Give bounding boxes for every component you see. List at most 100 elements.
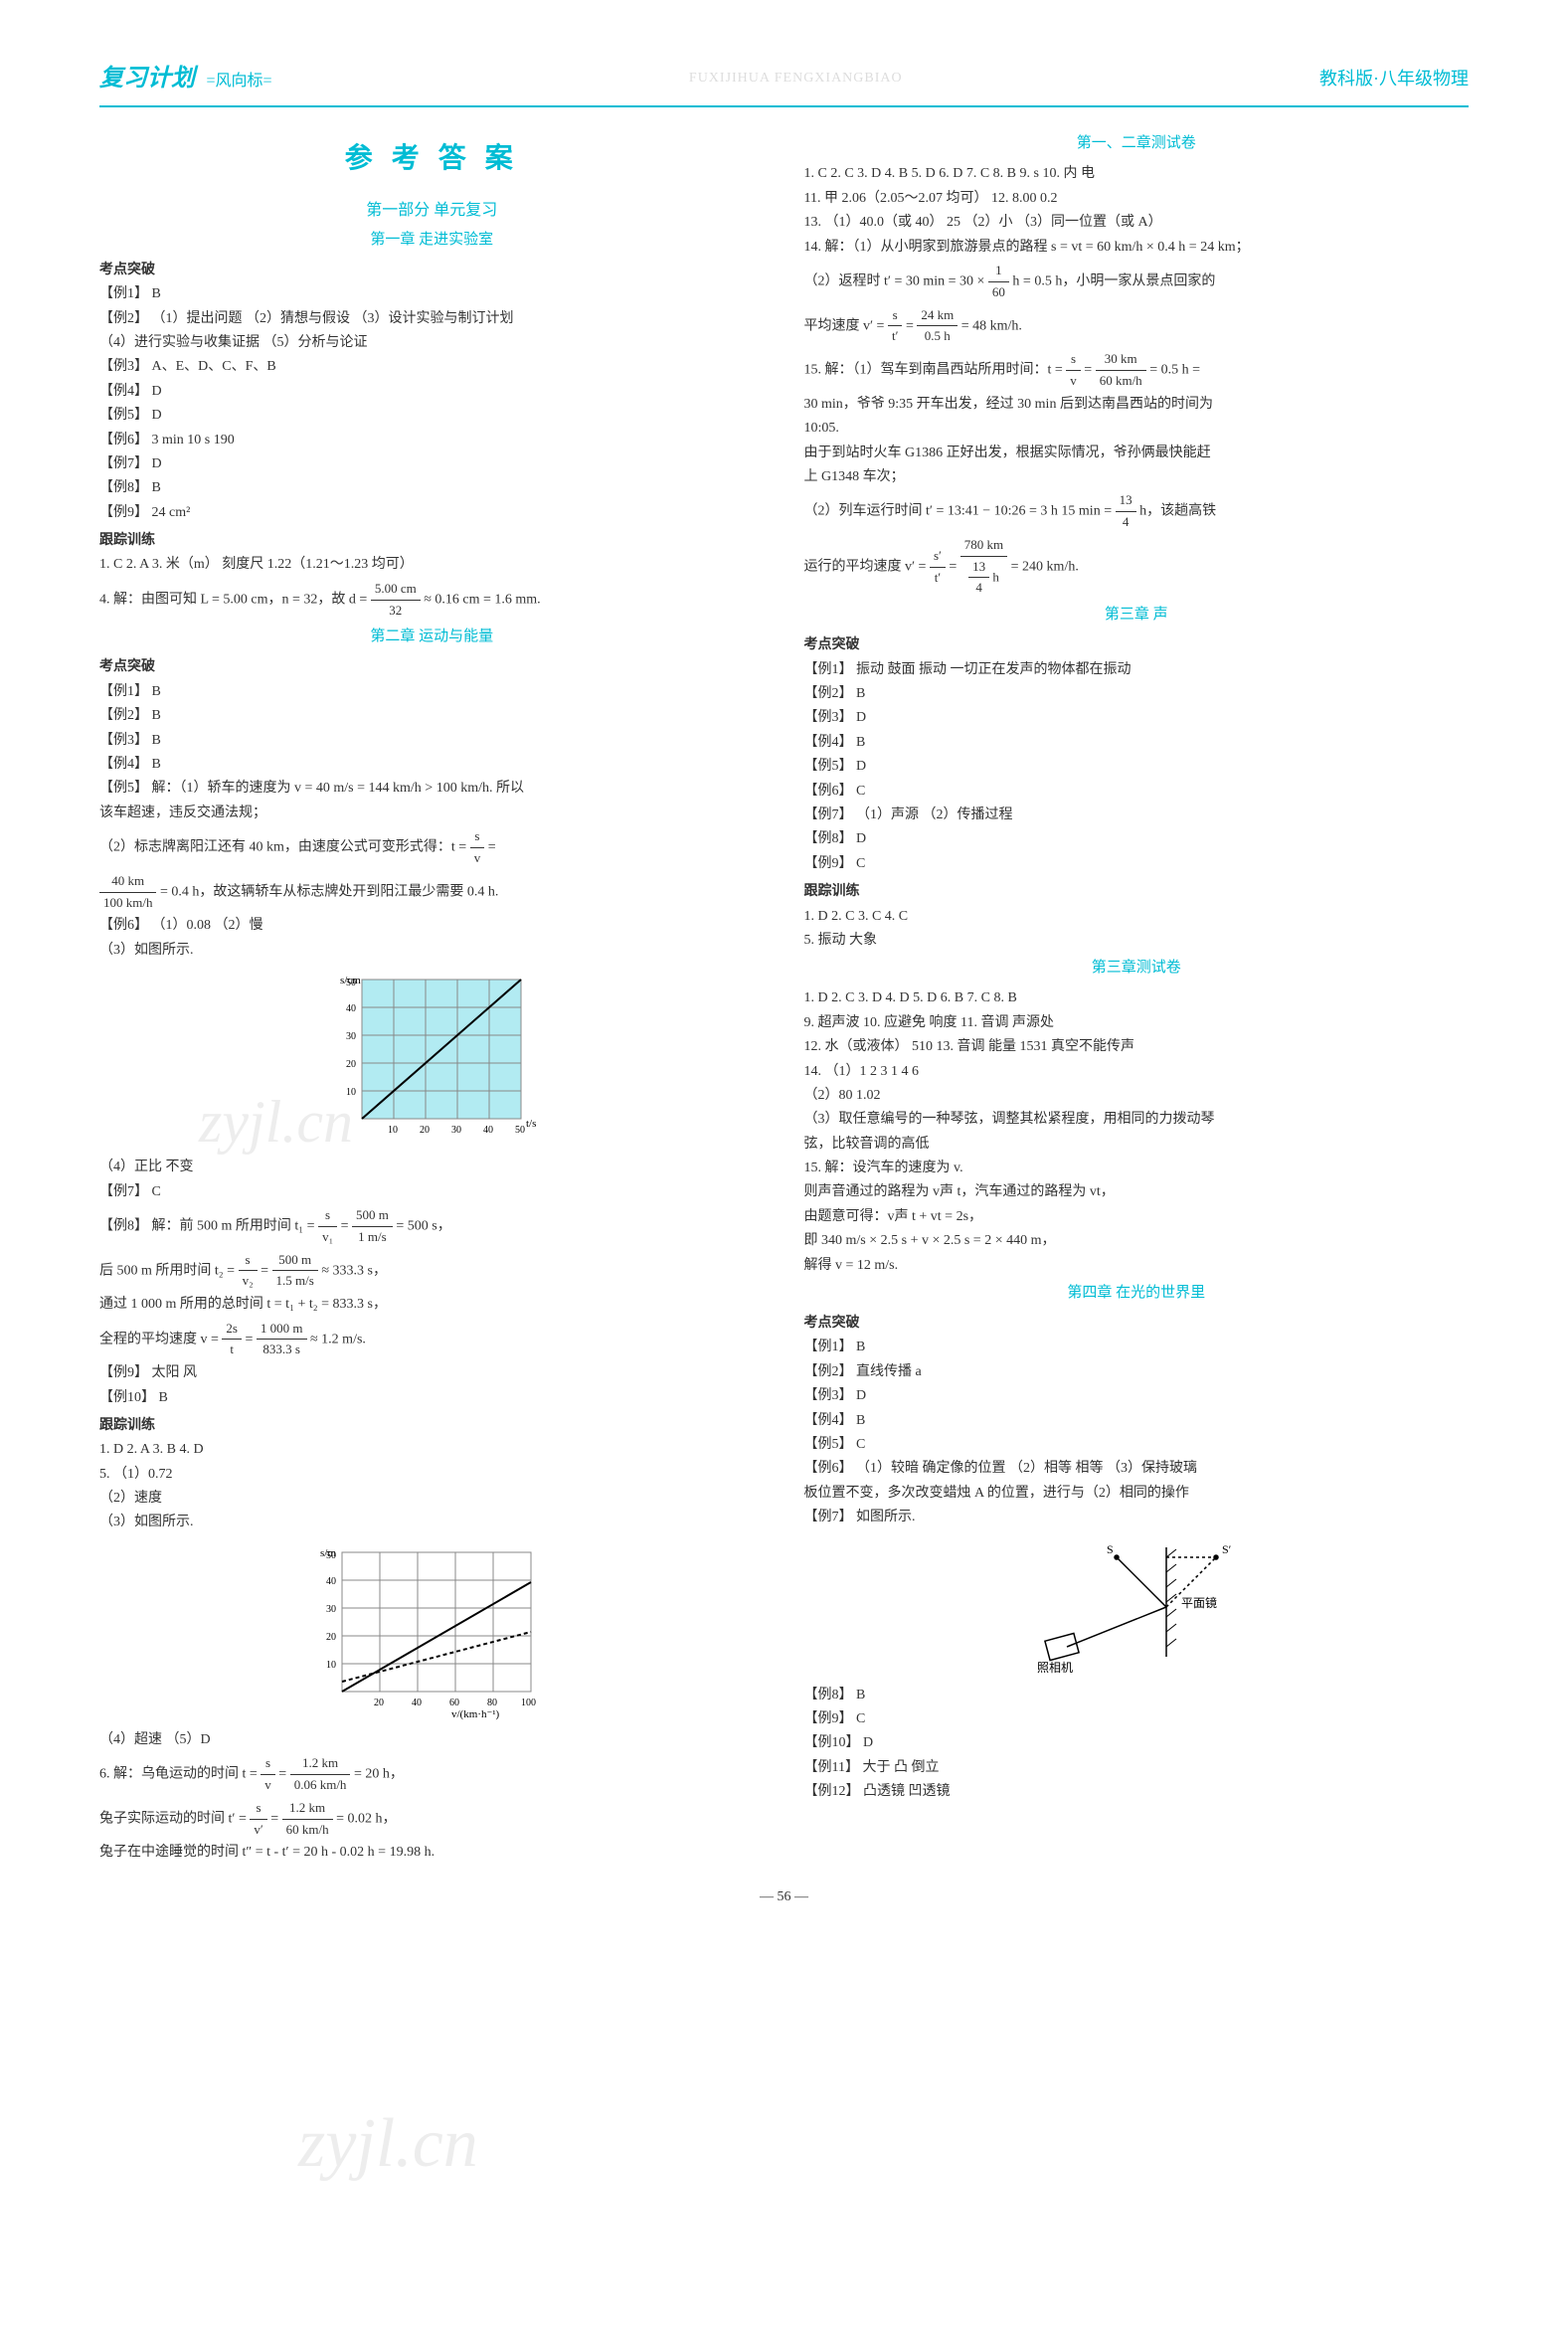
denominator: 60 bbox=[988, 282, 1009, 303]
answer-line: 【例5】 D bbox=[804, 756, 1470, 778]
answer-line: 6. 解：乌龟运动的时间 t = sv = 1.2 km0.06 km/h = … bbox=[99, 1753, 765, 1796]
svg-text:20: 20 bbox=[346, 1059, 356, 1070]
numerator: 1.2 km bbox=[282, 1798, 333, 1820]
text: 4. 解：由图可知 L = 5.00 cm，n = 32，故 d = bbox=[99, 592, 367, 607]
answer-line: 【例7】 C bbox=[99, 1181, 765, 1203]
svg-text:10: 10 bbox=[346, 1087, 356, 1098]
svg-text:20: 20 bbox=[374, 1698, 384, 1708]
denominator: t′ bbox=[888, 326, 902, 347]
svg-text:40: 40 bbox=[346, 1003, 356, 1014]
ch3-track: 跟踪训练 bbox=[804, 881, 1470, 903]
denominator: 4 bbox=[1116, 512, 1136, 533]
text: = bbox=[261, 1263, 268, 1278]
numerator: 13 bbox=[968, 557, 989, 579]
answer-line: （2）列车运行时间 t′ = 13:41 − 10:26 = 3 h 15 mi… bbox=[804, 490, 1470, 533]
answer-line: 10:05. bbox=[804, 418, 1470, 440]
answer-line: 上 G1348 车次； bbox=[804, 466, 1470, 488]
text: = 48 km/h. bbox=[961, 318, 1022, 333]
text: （2）标志牌离阳江还有 40 km，由速度公式可变形式得：t = bbox=[99, 840, 466, 855]
text: = bbox=[1084, 363, 1092, 378]
answer-line: 【例8】 B bbox=[804, 1685, 1470, 1706]
answer-line: （3）如图所示. bbox=[99, 940, 765, 962]
numerator: 24 km bbox=[917, 305, 958, 327]
denominator: 60 km/h bbox=[282, 1820, 333, 1841]
text: 后 500 m 所用时间 t₂ = bbox=[99, 1263, 235, 1278]
answer-line: 【例3】 D bbox=[804, 1385, 1470, 1407]
fraction: 30 km60 km/h bbox=[1096, 349, 1146, 392]
label-sp: S′ bbox=[1222, 1542, 1232, 1556]
fraction: st′ bbox=[888, 305, 902, 348]
svg-text:30: 30 bbox=[326, 1604, 336, 1615]
answer-line: 15. 解：设汽车的速度为 v. bbox=[804, 1158, 1470, 1179]
answer-line: 【例1】 B bbox=[99, 681, 765, 703]
text: = 0.5 h = bbox=[1149, 363, 1200, 378]
answer-line: 【例2】 直线传播 a bbox=[804, 1361, 1470, 1383]
answer-line: 由题意可得：v声 t + vt = 2s， bbox=[804, 1206, 1470, 1228]
answer-line: 【例7】 （1）声源 （2）传播过程 bbox=[804, 805, 1470, 826]
answer-line: 【例7】 D bbox=[99, 453, 765, 475]
answer-line: 14. （1）1 2 3 1 4 6 bbox=[804, 1061, 1470, 1083]
answer-line: 由于到站时火车 G1386 正好出发，根据实际情况，爷孙俩最快能赶 bbox=[804, 443, 1470, 464]
denominator: t′ bbox=[930, 568, 946, 589]
answer-line: 【例10】 D bbox=[804, 1732, 1470, 1754]
answer-line: 通过 1 000 m 所用的总时间 t = t₁ + t₂ = 833.3 s， bbox=[99, 1294, 765, 1316]
answer-line: 【例8】 解：前 500 m 所用时间 t₁ = sv₁ = 500 m1 m/… bbox=[99, 1205, 765, 1248]
fraction: 5.00 cm 32 bbox=[371, 579, 421, 622]
text: = bbox=[245, 1332, 253, 1346]
answer-line: 【例9】 C bbox=[804, 853, 1470, 875]
label-mirror: 平面镜 bbox=[1181, 1595, 1217, 1610]
text: = 500 s， bbox=[396, 1218, 450, 1233]
svg-text:20: 20 bbox=[420, 1125, 430, 1136]
fraction: s′t′ bbox=[930, 546, 946, 589]
answer-line: 【例2】 B bbox=[804, 683, 1470, 705]
answer-line: （4）进行实验与收集证据 （5）分析与论证 bbox=[99, 332, 765, 354]
text: h = 0.5 h，小明一家从景点回家的 bbox=[1012, 273, 1215, 288]
answer-line: 14. 解：（1）从小明家到旅游景点的路程 s = vt = 60 km/h ×… bbox=[804, 237, 1470, 259]
text: （2）返程时 t′ = 30 min = 30 × bbox=[804, 273, 985, 288]
answer-line: 该车超速，违反交通法规； bbox=[99, 803, 765, 824]
numerator: s bbox=[250, 1798, 266, 1820]
fraction: 500 m1.5 m/s bbox=[272, 1250, 318, 1293]
fraction: sv₁ bbox=[318, 1205, 337, 1248]
fraction: 134 bbox=[1116, 490, 1136, 533]
fraction: sv bbox=[1066, 349, 1081, 392]
text: = bbox=[906, 318, 914, 333]
answer-line: 【例2】 （1）提出问题 （2）猜想与假设 （3）设计实验与制订计划 bbox=[99, 308, 765, 330]
watermark-text: zyjl.cn bbox=[298, 2088, 478, 2200]
numerator: 2s bbox=[222, 1319, 242, 1341]
ch2-subhead: 考点突破 bbox=[99, 656, 765, 678]
answer-line: 30 min，爷爷 9:35 开车出发，经过 30 min 后到达南昌西站的时间… bbox=[804, 394, 1470, 416]
text: h，该趟高铁 bbox=[1139, 504, 1216, 519]
answer-line: （4）超速 （5）D bbox=[99, 1729, 765, 1751]
answer-line: 1. C 2. A 3. 米（m） 刻度尺 1.22（1.21～1.23 均可） bbox=[99, 554, 765, 576]
text: （2）列车运行时间 t′ = 13:41 − 10:26 = 3 h 15 mi… bbox=[804, 504, 1113, 519]
answer-line: 【例11】 大于 凸 倒立 bbox=[804, 1757, 1470, 1779]
denominator: v bbox=[261, 1775, 275, 1796]
answer-line: 【例4】 D bbox=[99, 381, 765, 403]
content-columns: 参 考 答 案 第一部分 单元复习 第一章 走进实验室 考点突破 【例1】 B … bbox=[99, 127, 1469, 1866]
denominator: 0.5 h bbox=[917, 326, 958, 347]
numerator: 13 bbox=[1116, 490, 1136, 512]
answer-line: 15. 解：（1）驾车到南昌西站所用时间：t = sv = 30 km60 km… bbox=[804, 349, 1470, 392]
svg-text:50: 50 bbox=[346, 978, 356, 988]
svg-text:30: 30 bbox=[346, 1031, 356, 1042]
denominator: v₁ bbox=[318, 1227, 337, 1248]
numerator: s bbox=[318, 1205, 337, 1227]
answer-line: 全程的平均速度 v = 2st = 1 000 m833.3 s ≈ 1.2 m… bbox=[99, 1319, 765, 1361]
answer-line: 运行的平均速度 v′ = s′t′ = 780 km 134 h = 240 k… bbox=[804, 535, 1470, 599]
chapter1-title: 第一章 走进实验室 bbox=[99, 228, 765, 252]
text: = 0.4 h，故这辆轿车从标志牌处开到阳江最少需要 0.4 h. bbox=[160, 884, 498, 899]
text: 平均速度 v′ = bbox=[804, 318, 885, 333]
right-column: 第一、二章测试卷 1. C 2. C 3. D 4. B 5. D 6. D 7… bbox=[804, 127, 1470, 1866]
brand-subtitle: =风向标= bbox=[207, 73, 272, 90]
answer-line: 解得 v = 12 m/s. bbox=[804, 1255, 1470, 1277]
text: = 20 h， bbox=[354, 1767, 404, 1782]
fraction: 24 km0.5 h bbox=[917, 305, 958, 348]
fraction: 134 bbox=[968, 557, 989, 600]
answer-line: 9. 超声波 10. 应避免 响度 11. 音调 声源处 bbox=[804, 1012, 1470, 1034]
answer-line: （2）标志牌离阳江还有 40 km，由速度公式可变形式得：t = sv = bbox=[99, 826, 765, 869]
answer-line: 13. （1）40.0（或 40） 25 （2）小 （3）同一位置（或 A） bbox=[804, 212, 1470, 234]
numerator: s bbox=[261, 1753, 275, 1775]
answer-line: 12. 水（或液体） 510 13. 音调 能量 1531 真空不能传声 bbox=[804, 1036, 1470, 1058]
chapter4-title: 第四章 在光的世界里 bbox=[804, 1281, 1470, 1305]
